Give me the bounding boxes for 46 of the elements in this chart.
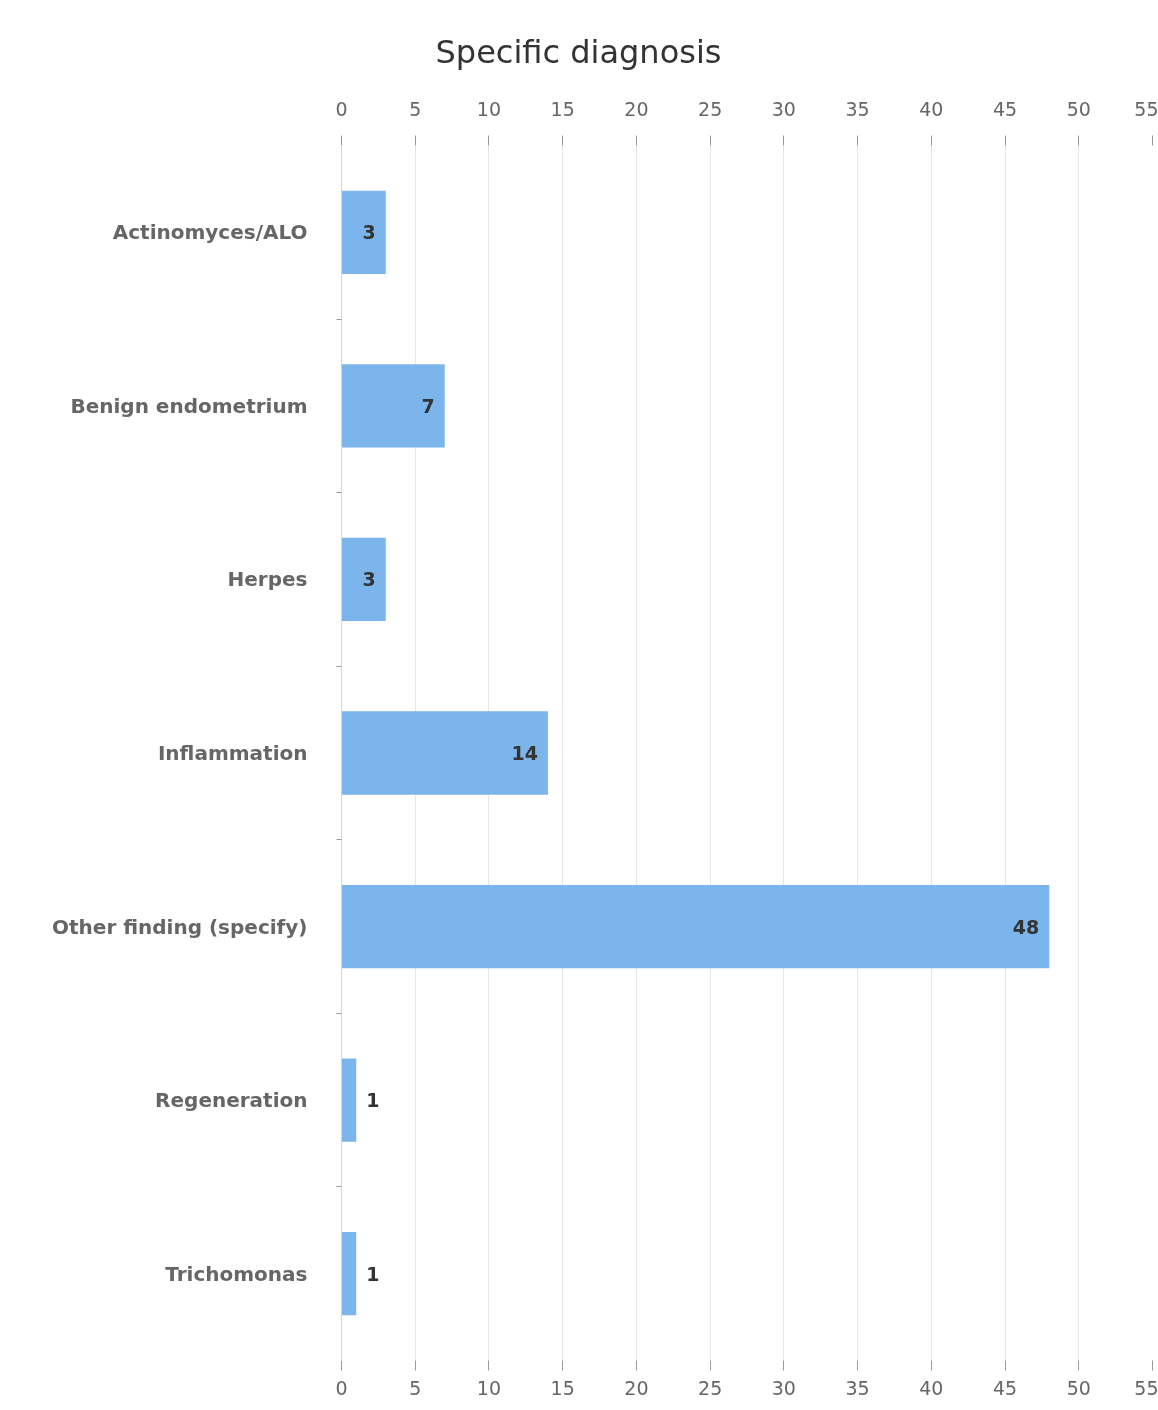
data-label: 7 bbox=[421, 394, 435, 417]
y-tick-label: Other finding (specify) bbox=[52, 914, 308, 939]
bar bbox=[341, 537, 386, 622]
x-tick-label: 15 bbox=[550, 1376, 575, 1399]
x2-tick-label: 25 bbox=[698, 97, 723, 120]
data-label: 3 bbox=[362, 568, 376, 591]
x-tick-label: 25 bbox=[698, 1376, 723, 1399]
x-tick-label: 40 bbox=[919, 1376, 944, 1399]
bar bbox=[341, 711, 548, 795]
x2-tick-label: 40 bbox=[919, 97, 944, 120]
bar bbox=[341, 884, 1050, 969]
x-tick-label: 10 bbox=[476, 1376, 502, 1399]
bar bbox=[341, 364, 445, 448]
x2-tick-label: 50 bbox=[1066, 97, 1091, 120]
y-tick-label: Benign endometrium bbox=[70, 393, 308, 418]
bar bbox=[341, 1232, 357, 1316]
x-tick-label: 20 bbox=[624, 1376, 649, 1399]
y-tick-label: Herpes bbox=[227, 567, 308, 592]
x2-tick-label: 30 bbox=[771, 97, 796, 120]
bar bbox=[341, 1058, 357, 1142]
bar bbox=[341, 190, 386, 274]
x-tick-label: 5 bbox=[409, 1376, 422, 1399]
y-tick-label: Inflammation bbox=[157, 741, 308, 765]
x2-tick-label: 5 bbox=[409, 97, 422, 120]
y-tick-label: Trichomonas bbox=[165, 1261, 308, 1286]
chart-title: Specific diagnosis bbox=[435, 32, 722, 71]
y-tick-label: Actinomyces/ALO bbox=[112, 220, 308, 245]
x-tick-label: 55 bbox=[1134, 1376, 1158, 1399]
x2-tick-label: 10 bbox=[476, 97, 502, 120]
x2-tick-label: 55 bbox=[1134, 97, 1158, 120]
x-tick-label: 50 bbox=[1066, 1376, 1091, 1399]
x-tick-label: 45 bbox=[992, 1376, 1018, 1399]
x2-tick-label: 20 bbox=[624, 97, 649, 120]
data-label: 14 bbox=[511, 742, 538, 764]
y-tick-label: Regeneration bbox=[155, 1088, 308, 1113]
data-label: 1 bbox=[366, 1262, 380, 1285]
data-label: 1 bbox=[366, 1089, 380, 1112]
x2-tick-label: 35 bbox=[845, 97, 870, 120]
x2-tick-label: 15 bbox=[550, 97, 575, 120]
x-tick-label: 30 bbox=[771, 1376, 796, 1399]
data-label: 3 bbox=[362, 221, 376, 244]
x2-tick-label: 45 bbox=[992, 97, 1018, 120]
x2-tick-label: 0 bbox=[335, 97, 348, 120]
x-tick-label: 35 bbox=[845, 1376, 870, 1399]
x-tick-label: 0 bbox=[335, 1376, 348, 1399]
data-label: 48 bbox=[1012, 915, 1040, 938]
